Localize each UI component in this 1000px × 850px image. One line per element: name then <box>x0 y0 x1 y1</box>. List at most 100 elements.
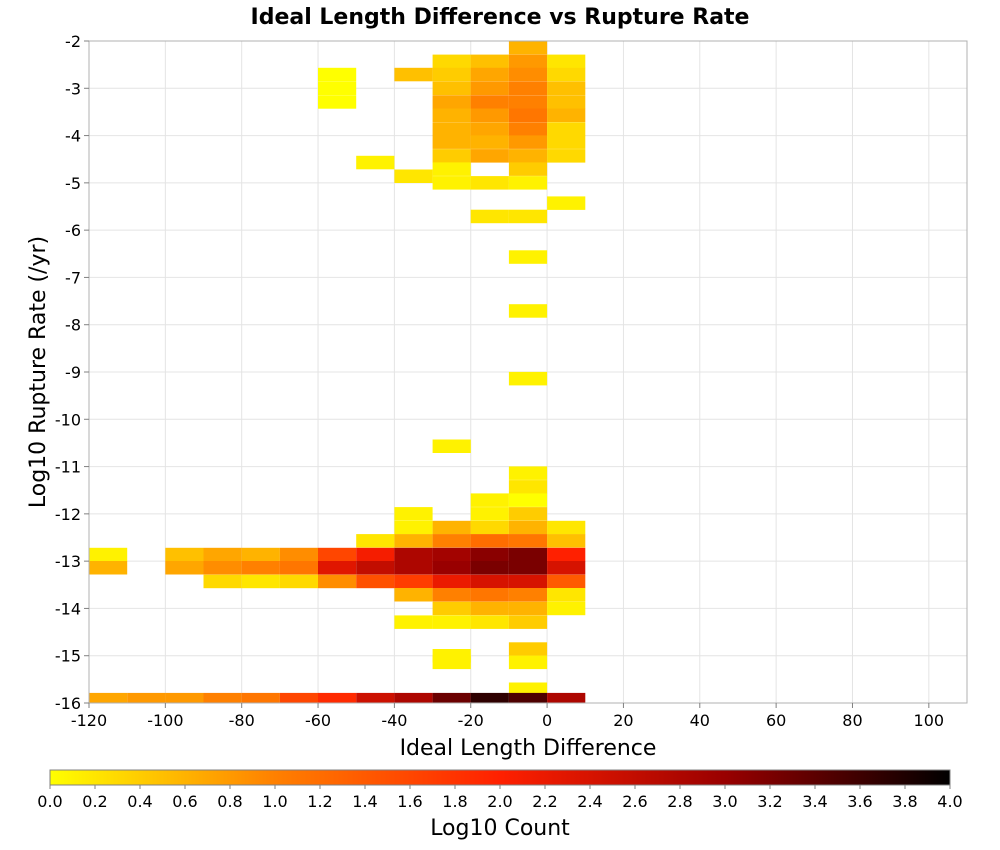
heatmap-cell <box>432 439 471 453</box>
y-tick-label: -2 <box>65 32 81 51</box>
heatmap-cell <box>470 209 509 224</box>
heatmap-cell <box>508 304 548 318</box>
heatmap-cell <box>470 507 509 521</box>
heatmap-cell <box>356 547 395 562</box>
heatmap-cell <box>470 67 509 82</box>
heatmap-cell <box>508 692 548 703</box>
heatmap-cell <box>432 162 471 176</box>
heatmap-cell <box>89 547 128 562</box>
heatmap-cell <box>394 547 433 562</box>
heatmap-cell <box>432 588 471 602</box>
colorbar-tick-label: 2.4 <box>577 792 602 811</box>
y-tick-label: -4 <box>65 127 81 146</box>
heatmap-cell <box>508 149 548 163</box>
heatmap-cell <box>432 692 471 703</box>
heatmap-cell <box>547 601 586 616</box>
heatmap-cell <box>432 655 471 670</box>
heatmap-cell <box>547 534 586 548</box>
heatmap-cell <box>508 655 548 670</box>
heatmap-cell <box>508 561 548 575</box>
heatmap-cell <box>547 588 586 602</box>
heatmap-cell <box>432 547 471 562</box>
colorbar-tick-label: 2.6 <box>622 792 647 811</box>
heatmap-cell <box>279 547 319 562</box>
heatmap-cell <box>432 615 471 629</box>
heatmap-cell <box>318 67 357 82</box>
heatmap-cell <box>470 81 509 95</box>
heatmap-cell <box>165 561 204 575</box>
colorbar-tick-label: 0.4 <box>127 792 152 811</box>
heatmap-cell <box>241 547 280 562</box>
heatmap-cell <box>470 176 509 190</box>
colorbar-tick-label: 1.8 <box>442 792 467 811</box>
heatmap-cell <box>508 371 548 386</box>
heatmap-cell <box>432 81 471 95</box>
colorbar-title: Log10 Count <box>430 816 570 841</box>
colorbar-tick-label: 3.6 <box>847 792 872 811</box>
heatmap-cell <box>508 122 548 136</box>
heatmap-cell <box>203 561 242 575</box>
colorbar-tick-label: 2.2 <box>532 792 557 811</box>
heatmap-cell <box>547 95 586 109</box>
x-tick-label: -80 <box>229 711 255 730</box>
heatmap-cell <box>508 209 548 224</box>
heatmap-cell <box>432 54 471 69</box>
colorbar-tick-label: 0.0 <box>37 792 62 811</box>
heatmap-cell <box>508 40 548 55</box>
heatmap-cell <box>470 547 509 562</box>
heatmap-cell <box>89 561 128 575</box>
chart-title: Ideal Length Difference vs Rupture Rate <box>251 5 750 30</box>
colorbar-tick-label: 2.0 <box>487 792 512 811</box>
x-tick-label: 80 <box>842 711 862 730</box>
colorbar-tick-label: 2.8 <box>667 792 692 811</box>
heatmap-cell <box>470 95 509 109</box>
heatmap-cell <box>470 534 509 548</box>
colorbar <box>49 769 951 786</box>
x-tick-label: -20 <box>458 711 484 730</box>
heatmap-cell <box>127 692 166 703</box>
heatmap-cell <box>470 520 509 535</box>
heatmap-cell <box>394 507 433 521</box>
heatmap-cell <box>432 122 471 136</box>
colorbar-tick-label: 3.4 <box>802 792 827 811</box>
heatmap-cell <box>508 601 548 616</box>
colorbar-tick-label: 3.0 <box>712 792 737 811</box>
heatmap-cell <box>394 561 433 575</box>
heatmap-cell <box>241 692 280 703</box>
heatmap-cell <box>547 547 586 562</box>
y-tick-label: -8 <box>65 316 81 335</box>
heatmap-cell <box>203 574 242 589</box>
y-tick-label: -6 <box>65 221 81 240</box>
heatmap-cell <box>470 149 509 163</box>
heatmap-cell <box>508 135 548 149</box>
heatmap-cell <box>508 534 548 548</box>
heatmap-cell <box>508 547 548 562</box>
heatmap-cell <box>470 561 509 575</box>
colorbar-tick-label: 1.6 <box>397 792 422 811</box>
heatmap-cell <box>356 692 395 703</box>
heatmap-cell <box>470 574 509 589</box>
y-tick-label: -3 <box>65 79 81 98</box>
x-tick-label: 20 <box>613 711 633 730</box>
heatmap-cell <box>394 588 433 602</box>
y-tick-label: -11 <box>55 458 81 477</box>
colorbar-tick-label: 0.2 <box>82 792 107 811</box>
heatmap-cell <box>279 574 319 589</box>
heatmap-cell <box>241 574 280 589</box>
heatmap-cell <box>508 162 548 176</box>
heatmap-cell <box>547 561 586 575</box>
x-axis-ticks: -120 -100 -80 -60 -40 -20 0 20 40 60 80 100 <box>71 703 944 730</box>
heatmap-cell <box>470 615 509 629</box>
colorbar-tick-label: 0.6 <box>172 792 197 811</box>
heatmap-cell <box>508 67 548 82</box>
heatmap-cell <box>508 81 548 95</box>
heatmap-cell <box>547 574 586 589</box>
heatmap-cell <box>356 574 395 589</box>
heatmap-cell <box>241 561 280 575</box>
x-tick-label: 60 <box>766 711 786 730</box>
heatmap-cell <box>432 520 471 535</box>
heatmap-cell <box>470 108 509 122</box>
heatmap-cell <box>508 520 548 535</box>
heatmap-cell <box>432 574 471 589</box>
y-tick-label: -10 <box>55 410 81 429</box>
